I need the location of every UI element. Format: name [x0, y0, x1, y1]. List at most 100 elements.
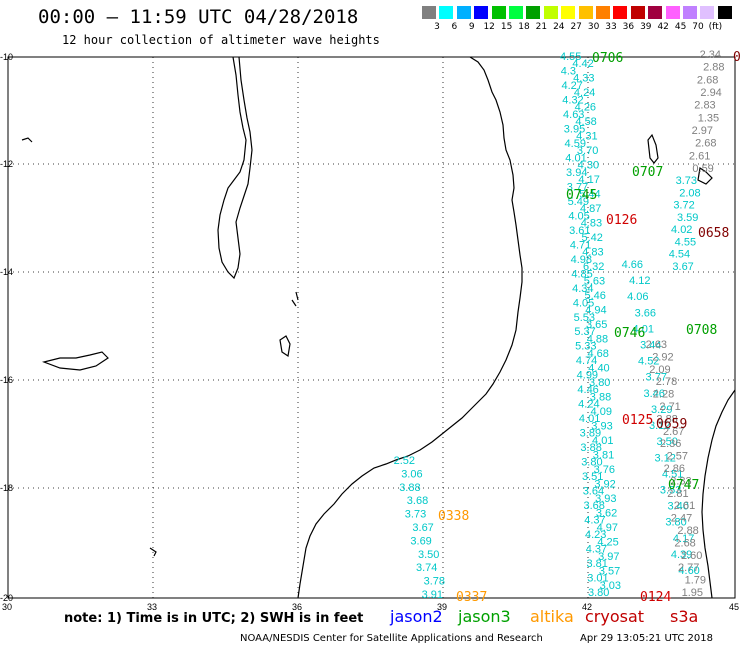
wave-height-value: 4.88	[587, 333, 608, 345]
scale-swatch	[717, 6, 732, 19]
x-tick-label: 39	[437, 602, 447, 612]
wave-height-value: 2.83	[694, 100, 715, 112]
wave-height-value: 4.55	[560, 51, 581, 63]
wave-height-value: 4.98	[571, 254, 592, 266]
x-tick-label: 42	[582, 602, 592, 612]
wave-height-value: 4.25	[597, 536, 618, 548]
wave-height-value: 4.94	[585, 305, 606, 317]
wave-height-value: 3.53	[660, 484, 681, 496]
scale-label: 36	[622, 22, 635, 32]
wave-height-value: 4.06	[627, 291, 648, 303]
scale-swatch	[596, 6, 610, 19]
scale-label: 18	[518, 22, 530, 32]
wave-height-value: 3.50	[418, 549, 439, 561]
wave-height-value: 2.36	[660, 438, 681, 450]
footer-org: NOAA/NESDIS Center for Satellite Applica…	[240, 633, 543, 644]
wave-height-value: 2.34	[700, 49, 721, 61]
pass-id-label: 0706	[592, 51, 623, 66]
wave-height-value: 4.02	[671, 224, 692, 236]
scale-label: 42	[657, 22, 669, 32]
scale-label: 45	[674, 22, 687, 32]
y-tick-label: -14	[0, 267, 13, 277]
wave-height-value: 2.61	[674, 500, 695, 512]
wave-height-value: 2.88	[656, 413, 677, 425]
wave-height-value: 2.88	[677, 525, 698, 537]
scale-label: 12	[483, 22, 495, 32]
y-tick-label: -16	[0, 375, 13, 385]
wave-height-value: 3.89	[580, 428, 601, 440]
scale-label: 21	[535, 22, 548, 32]
scale-swatch	[439, 6, 454, 19]
wave-height-value: 4.24	[578, 399, 599, 411]
wave-height-value: 2.77	[678, 562, 699, 574]
wave-height-value: 3.57	[599, 565, 620, 577]
wave-height-value: 4.40	[588, 362, 609, 374]
coastline	[21, 56, 736, 599]
pass-id-label: 0708	[686, 323, 717, 338]
scale-swatch	[683, 6, 697, 19]
wave-height-value: 2.61	[689, 150, 710, 162]
wave-height-value: 4.68	[588, 348, 609, 360]
wave-height-value: 3.72	[673, 200, 694, 212]
scale-label: (ft)	[708, 22, 723, 32]
pass-id-label: 0746	[614, 326, 645, 341]
wave-height-value: 4.46	[577, 384, 598, 396]
wave-height-value: 3.70	[577, 145, 598, 157]
scale-swatch	[648, 6, 663, 19]
wave-height-value: 3.67	[412, 522, 433, 534]
wave-height-value: 2.08	[679, 187, 700, 199]
wave-height-value: 3.80	[588, 587, 609, 599]
wave-height-value: 3.66	[635, 307, 656, 319]
wave-height-value: 5.33	[575, 341, 596, 353]
wave-height-value: 2.60	[681, 550, 702, 562]
wave-height-value: 3.77	[646, 372, 667, 384]
pass-labels: 0706 0707 0745 0126 0658 0746 0708 0125 0659 0747…	[438, 50, 740, 605]
scale-label: 3	[434, 22, 440, 32]
wave-height-value: 2.97	[692, 125, 713, 137]
wave-height-value: 4.24	[574, 87, 595, 99]
scale-swatch	[578, 6, 593, 19]
footnote: note: 1) Time is in UTC; 2) SWH is in fe…	[64, 611, 364, 626]
x-tick-label: 33	[147, 602, 157, 612]
wave-height-value: 4.97	[597, 522, 618, 534]
wave-height-value: 3.80	[665, 517, 686, 529]
wave-height-value: 3.88	[590, 391, 611, 403]
pass-id-label: 0747	[668, 478, 699, 493]
wave-height-value: 4.26	[575, 102, 596, 114]
wave-height-value: 3.73	[405, 509, 426, 521]
wave-height-value: 4.09	[591, 406, 612, 418]
wave-height-value: 3.69	[410, 535, 431, 547]
wave-height-value: 4.05	[568, 210, 589, 222]
wave-height-value: 2.68	[697, 74, 718, 86]
wave-height-value: 2.71	[659, 401, 680, 413]
wave-height-value: 1.79	[685, 575, 706, 587]
legend-entry-s3a: s3a	[670, 607, 699, 626]
wave-height-value: 2.68	[674, 537, 695, 549]
wave-height-value: 4.83	[582, 247, 603, 259]
wave-height-value: 3.73	[676, 175, 697, 187]
wave-height-value: 5.53	[574, 312, 595, 324]
wave-height-value: 5.49	[568, 196, 589, 208]
wave-height-value: 3.46	[643, 388, 664, 400]
wave-height-value: 2.63	[646, 339, 667, 351]
wave-height-value: 3.12	[649, 420, 670, 432]
scale-label: 70	[692, 22, 704, 32]
pass-id-label: 0	[733, 50, 740, 65]
wave-height-value: 2.47	[671, 513, 692, 525]
scale-swatch	[630, 6, 645, 19]
page-title: 00:00 – 11:59 UTC 04/28/2018	[38, 6, 359, 28]
scale-swatch	[491, 6, 506, 19]
wave-height-value: 4.30	[578, 160, 599, 172]
wave-height-value: 2.94	[700, 87, 721, 99]
wave-height-value: 3.88	[580, 442, 601, 454]
footer-timestamp: Apr 29 13:05:21 UTC 2018	[580, 633, 713, 644]
wave-height-value: 4.17	[578, 174, 599, 186]
wave-height-value: 3.44	[640, 340, 661, 352]
wave-height-value: 3.88	[399, 482, 420, 494]
wave-height-value: 5.63	[584, 276, 605, 288]
scale-label: 6	[451, 22, 458, 32]
scale-label: 39	[640, 22, 652, 32]
y-tick-label: -12	[0, 159, 13, 169]
pass-id-label: 0337	[456, 590, 487, 605]
wave-height-value: 4.32	[562, 94, 583, 106]
